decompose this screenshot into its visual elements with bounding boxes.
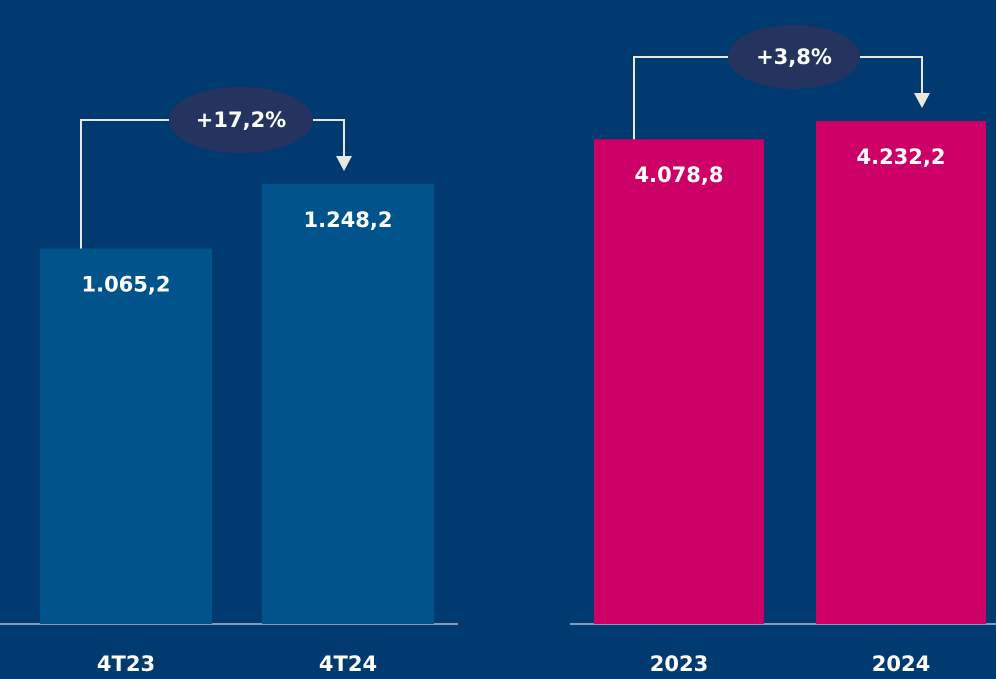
bar xyxy=(40,248,212,624)
value-label: 4.078,8 xyxy=(634,163,723,187)
annotation: +17,2% xyxy=(196,108,286,132)
bracket xyxy=(80,119,169,249)
bracket xyxy=(313,119,345,158)
x-tick-label: 2023 xyxy=(650,652,708,676)
x-tick-label: 4T23 xyxy=(97,652,155,676)
annotation-bubble xyxy=(169,87,313,153)
arrow-head xyxy=(336,156,352,171)
annotation: +3,8% xyxy=(756,45,832,69)
arrow-head xyxy=(914,93,930,108)
bar xyxy=(816,121,986,624)
x-tick-label: 4T24 xyxy=(319,652,377,676)
bar xyxy=(262,184,434,624)
bracket xyxy=(633,56,728,140)
bar xyxy=(594,139,764,625)
annotation-bubble xyxy=(728,25,860,89)
x-tick-label: 2024 xyxy=(872,652,930,676)
value-label: 4.232,2 xyxy=(856,145,945,169)
value-label: 1.065,2 xyxy=(81,273,170,297)
bracket xyxy=(860,56,923,95)
value-label: 1.248,2 xyxy=(303,208,392,232)
